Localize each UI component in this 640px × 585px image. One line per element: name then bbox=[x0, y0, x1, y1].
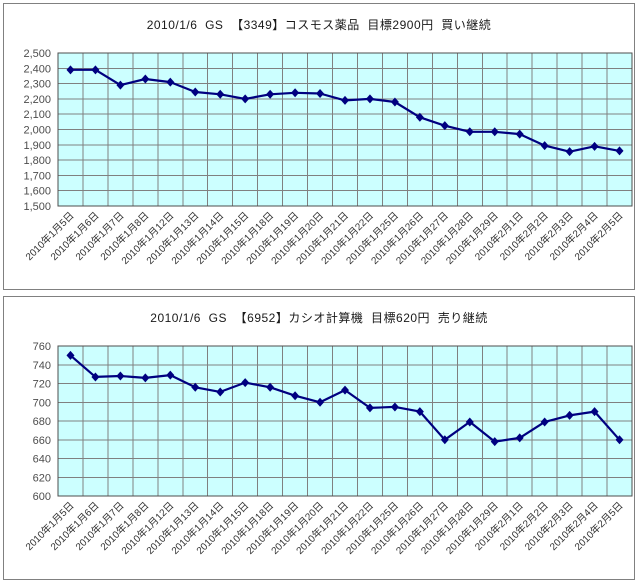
data-point-marker bbox=[515, 433, 524, 443]
data-point-marker bbox=[565, 147, 574, 157]
data-point-marker bbox=[241, 378, 250, 388]
data-point-marker bbox=[166, 77, 175, 87]
y-axis-tick-label: 700 bbox=[33, 397, 51, 409]
chart-title-cosmos: 2010/1/6 GS 【3349】コスモス薬品 目標2900円 買い継続 bbox=[146, 18, 492, 32]
data-point-marker bbox=[565, 410, 574, 420]
plot-border bbox=[57, 345, 633, 497]
data-point-marker bbox=[66, 65, 75, 75]
data-point-marker bbox=[365, 94, 374, 104]
y-axis-tick-label: 620 bbox=[33, 472, 51, 484]
data-point-marker bbox=[540, 141, 549, 151]
chart-panel-casio: 2010/1/6 GS 【6952】カシオ計算機 目標620円 売り継続 600… bbox=[3, 296, 635, 580]
data-point-marker bbox=[615, 435, 624, 445]
y-axis-tick-label: 1,700 bbox=[23, 170, 51, 182]
y-axis-tick-label: 1,500 bbox=[23, 201, 51, 213]
data-point-marker bbox=[465, 417, 474, 427]
data-point-marker bbox=[216, 89, 225, 99]
y-axis-tick-label: 1,800 bbox=[23, 155, 51, 167]
chart-panel-cosmos: 2010/1/6 GS 【3349】コスモス薬品 目標2900円 買い継続 1,… bbox=[3, 3, 635, 290]
y-axis-tick-label: 640 bbox=[33, 454, 51, 466]
y-axis-tick-label: 2,300 bbox=[23, 79, 51, 91]
data-point-marker bbox=[316, 397, 325, 407]
data-point-marker bbox=[440, 435, 449, 445]
data-point-marker bbox=[141, 74, 150, 84]
data-point-marker bbox=[291, 88, 300, 98]
data-point-marker bbox=[415, 112, 424, 122]
data-point-marker bbox=[341, 95, 349, 105]
data-point-marker bbox=[191, 87, 200, 97]
data-point-marker bbox=[490, 127, 499, 137]
data-point-marker bbox=[141, 373, 150, 383]
y-axis-tick-label: 720 bbox=[33, 379, 51, 391]
data-point-marker bbox=[390, 97, 399, 107]
data-point-marker bbox=[116, 371, 125, 381]
data-point-marker bbox=[540, 417, 549, 427]
data-point-marker bbox=[266, 382, 275, 392]
data-point-marker bbox=[291, 391, 300, 401]
data-point-marker bbox=[515, 129, 524, 139]
y-axis-tick-label: 740 bbox=[33, 360, 51, 372]
data-point-marker bbox=[166, 370, 175, 380]
y-axis-tick-label: 2,200 bbox=[23, 94, 51, 106]
data-point-marker bbox=[490, 437, 499, 447]
data-point-marker bbox=[91, 65, 100, 75]
y-axis-tick-label: 2,400 bbox=[23, 63, 51, 75]
y-axis-tick-label: 1,600 bbox=[23, 186, 51, 198]
data-point-marker bbox=[615, 146, 624, 156]
data-point-marker bbox=[66, 350, 75, 360]
price-line-chart-casio: 6006206406606807007207407602010年1月5日2010… bbox=[23, 341, 633, 557]
data-point-marker bbox=[216, 387, 225, 397]
data-point-marker bbox=[341, 385, 349, 395]
data-point-marker bbox=[266, 89, 275, 99]
y-axis-tick-label: 2,500 bbox=[23, 48, 51, 60]
data-point-marker bbox=[365, 403, 374, 413]
data-point-marker bbox=[241, 94, 250, 104]
y-axis-tick-label: 2,000 bbox=[23, 125, 51, 137]
data-point-marker bbox=[116, 80, 125, 90]
y-axis-tick-label: 760 bbox=[33, 341, 51, 353]
data-point-marker bbox=[440, 121, 449, 131]
data-point-marker bbox=[590, 141, 599, 151]
price-line-chart-cosmos: 1,500 1,600 1,700 1,800 1,900 2,000 2,100 2,200… bbox=[23, 48, 633, 267]
y-axis-tick-label: 660 bbox=[33, 435, 51, 447]
data-point-marker bbox=[465, 127, 474, 137]
y-axis-tick-label: 1,900 bbox=[23, 140, 51, 152]
plot-border bbox=[57, 52, 633, 207]
data-point-marker bbox=[316, 89, 325, 99]
data-point-marker bbox=[590, 407, 599, 417]
y-axis-tick-label: 600 bbox=[33, 491, 51, 503]
data-point-marker bbox=[415, 407, 424, 417]
y-axis-tick-label: 2,100 bbox=[23, 109, 51, 121]
data-point-marker bbox=[191, 382, 200, 392]
chart-title-casio: 2010/1/6 GS 【6952】カシオ計算機 目標620円 売り継続 bbox=[150, 311, 488, 325]
y-axis-tick-label: 680 bbox=[33, 416, 51, 428]
data-point-marker bbox=[91, 372, 100, 382]
data-point-marker bbox=[390, 402, 399, 412]
